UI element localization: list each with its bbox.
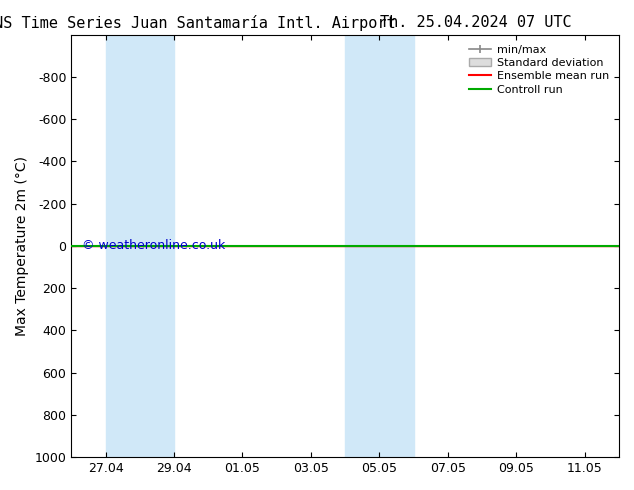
Y-axis label: Max Temperature 2m (°C): Max Temperature 2m (°C) <box>15 156 29 336</box>
Bar <box>105 35 174 457</box>
Legend: min/max, Standard deviation, Ensemble mean run, Controll run: min/max, Standard deviation, Ensemble me… <box>465 40 614 99</box>
Text: Th. 25.04.2024 07 UTC: Th. 25.04.2024 07 UTC <box>380 15 571 30</box>
Text: © weatheronline.co.uk: © weatheronline.co.uk <box>82 240 226 252</box>
Bar <box>345 35 413 457</box>
Text: ENS Time Series Juan Santamaría Intl. Airport: ENS Time Series Juan Santamaría Intl. Ai… <box>0 15 396 31</box>
